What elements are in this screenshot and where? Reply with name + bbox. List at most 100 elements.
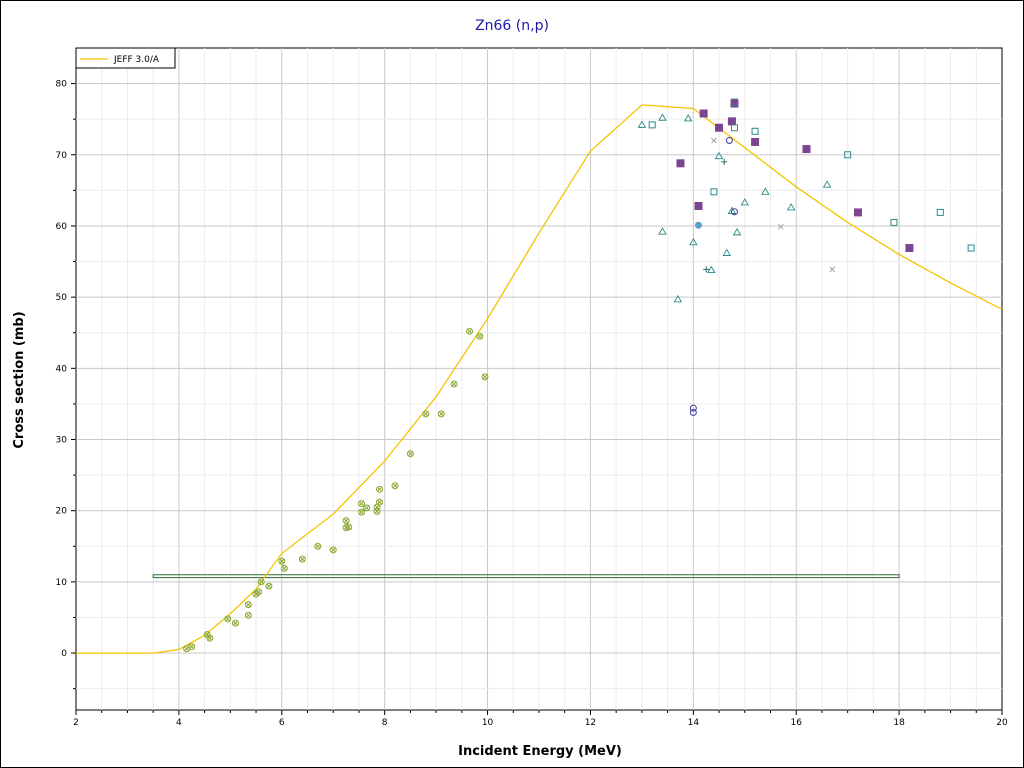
data-point bbox=[751, 137, 760, 146]
data-point bbox=[689, 408, 697, 416]
data-point bbox=[648, 121, 656, 129]
data-point bbox=[224, 615, 232, 623]
data-point bbox=[658, 113, 667, 121]
point-square bbox=[727, 117, 736, 126]
point-square bbox=[694, 202, 703, 211]
data-point bbox=[740, 198, 750, 206]
legend-label: JEFF 3.0/A bbox=[113, 55, 160, 65]
point-triangle bbox=[714, 151, 724, 160]
point-square bbox=[730, 98, 738, 106]
data-point bbox=[711, 137, 717, 144]
point-circle bbox=[255, 588, 263, 596]
data-point bbox=[206, 634, 214, 642]
point-square bbox=[710, 188, 718, 196]
point-circle bbox=[689, 404, 697, 412]
point-x-b bbox=[777, 223, 784, 230]
data-point bbox=[802, 145, 811, 154]
point-circle bbox=[689, 408, 697, 416]
point-square bbox=[730, 124, 738, 132]
data-point bbox=[391, 482, 399, 490]
point-circle bbox=[345, 523, 353, 531]
point-x-b bbox=[711, 137, 717, 144]
point-circle bbox=[329, 546, 337, 554]
data-point bbox=[358, 508, 366, 516]
data-point bbox=[257, 578, 265, 586]
measurement-band bbox=[152, 574, 900, 579]
data-point bbox=[721, 158, 728, 165]
point-circle bbox=[466, 327, 474, 335]
point-x-b bbox=[377, 486, 382, 492]
point-circle bbox=[257, 578, 265, 586]
point-x-b bbox=[258, 579, 264, 585]
data-point bbox=[730, 99, 739, 108]
data-point bbox=[481, 373, 489, 381]
y-tick-label: 40 bbox=[56, 364, 68, 374]
chart-title: Zn66 (n,p) bbox=[475, 18, 549, 34]
point-square bbox=[676, 159, 685, 168]
data-point bbox=[715, 123, 724, 132]
x-tick-label: 6 bbox=[279, 718, 285, 728]
point-circle bbox=[188, 643, 196, 651]
point-x-b bbox=[438, 411, 444, 417]
data-point bbox=[936, 208, 944, 216]
point-x-b bbox=[330, 547, 336, 553]
point-circle bbox=[265, 582, 273, 590]
point-triangle bbox=[683, 114, 693, 122]
data-point bbox=[476, 332, 484, 340]
point-triangle bbox=[786, 203, 796, 211]
point-circle bbox=[450, 380, 458, 388]
evaluated-curve bbox=[76, 104, 1003, 654]
data-point bbox=[694, 221, 702, 229]
x-tick-label: 4 bbox=[176, 718, 182, 728]
point-triangle bbox=[658, 227, 667, 235]
point-triangle bbox=[732, 227, 742, 236]
point-circle bbox=[476, 332, 484, 340]
data-point bbox=[676, 159, 685, 168]
data-point bbox=[732, 227, 742, 236]
point-circle bbox=[725, 137, 733, 145]
x-tick-label: 12 bbox=[585, 718, 596, 728]
point-x-b bbox=[482, 374, 488, 380]
point-circle bbox=[730, 208, 738, 216]
data-point bbox=[890, 218, 898, 226]
data-point bbox=[244, 601, 252, 609]
x-tick-label: 2 bbox=[73, 718, 79, 728]
data-point bbox=[637, 120, 647, 128]
x-tick-label: 10 bbox=[482, 718, 494, 728]
point-x-b bbox=[245, 612, 251, 618]
data-point bbox=[689, 404, 697, 412]
data-point bbox=[822, 180, 832, 188]
point-x-b bbox=[300, 556, 305, 562]
y-tick-label: 0 bbox=[61, 649, 67, 659]
data-point bbox=[255, 588, 263, 596]
point-x-b bbox=[423, 411, 429, 417]
point-x-b bbox=[204, 632, 210, 637]
data-point bbox=[298, 555, 306, 563]
data-point bbox=[437, 410, 445, 418]
data-point bbox=[376, 485, 384, 493]
point-circle bbox=[244, 601, 252, 609]
y-tick-label: 80 bbox=[56, 80, 68, 90]
point-circle bbox=[244, 611, 252, 619]
point-circle bbox=[358, 500, 366, 508]
point-x-b bbox=[315, 543, 321, 549]
point-circle bbox=[481, 373, 489, 381]
point-x-b bbox=[189, 644, 195, 650]
point-circle bbox=[224, 615, 232, 623]
point-triangle bbox=[722, 248, 732, 256]
point-square bbox=[853, 208, 862, 217]
data-point bbox=[188, 643, 196, 651]
point-x-b bbox=[245, 602, 251, 608]
data-point bbox=[730, 124, 738, 132]
data-point bbox=[363, 504, 371, 512]
y-tick-label: 70 bbox=[56, 151, 68, 161]
point-square bbox=[751, 137, 760, 146]
point-triangle bbox=[637, 120, 647, 128]
point-circle bbox=[314, 542, 322, 550]
point-triangle bbox=[707, 265, 716, 274]
data-point bbox=[422, 410, 430, 418]
y-tick-label: 60 bbox=[56, 222, 68, 232]
data-point bbox=[329, 546, 337, 554]
data-point bbox=[786, 203, 796, 211]
